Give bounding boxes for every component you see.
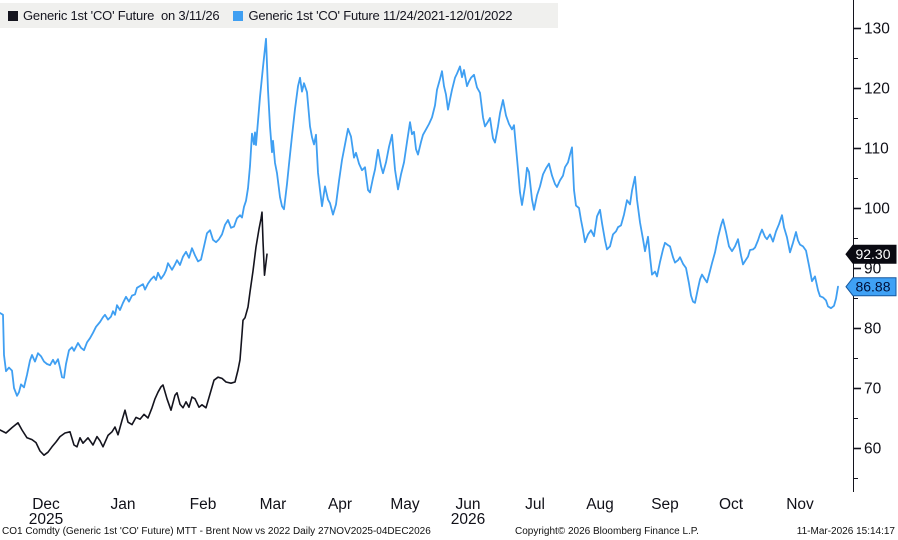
x-tick-year-label: 2026 bbox=[451, 511, 485, 528]
legend-label-current-future: Generic 1st 'CO' Future on 3/11/26 bbox=[23, 8, 220, 23]
x-tick-label: Jan bbox=[111, 496, 136, 513]
x-tick-year-label: 2025 bbox=[29, 511, 63, 528]
chart-legend: Generic 1st 'CO' Future on 3/11/26 Gener… bbox=[0, 3, 558, 28]
y-tick-label: 70 bbox=[864, 381, 882, 398]
y-tick-label: 90 bbox=[864, 261, 882, 278]
x-tick-label: Dec bbox=[32, 496, 60, 513]
chart-footer: CO1 Comdty (Generic 1st 'CO' Future) MTT… bbox=[0, 526, 898, 540]
chart-plot-area[interactable] bbox=[0, 0, 853, 492]
legend-swatch-black-icon bbox=[8, 10, 18, 21]
x-tick-label: Feb bbox=[190, 496, 217, 513]
y-tick-label: 80 bbox=[864, 321, 882, 338]
legend-swatch-blue-icon bbox=[233, 10, 244, 21]
y-tick-label: 110 bbox=[864, 141, 889, 158]
last-price-tag-current: 92.30 bbox=[845, 244, 897, 264]
legend-item-current-future[interactable]: Generic 1st 'CO' Future on 3/11/26 bbox=[8, 8, 220, 23]
x-tick-label: Oct bbox=[719, 496, 744, 513]
y-tick-label: 120 bbox=[864, 81, 890, 98]
series-line-current bbox=[0, 211, 268, 457]
y-tick-label: 60 bbox=[864, 441, 882, 458]
y-tick-label: 130 bbox=[864, 21, 890, 38]
footer-ticker-info: CO1 Comdty (Generic 1st 'CO' Future) MTT… bbox=[2, 526, 431, 537]
legend-label-2022-future: Generic 1st 'CO' Future 11/24/2021-12/01… bbox=[248, 8, 513, 23]
x-tick-label: Jul bbox=[525, 496, 545, 513]
last-price-tag-2022: 86.88 bbox=[845, 277, 897, 297]
x-tick-label: May bbox=[390, 496, 420, 513]
series-line-2022 bbox=[0, 37, 839, 397]
x-tick-label: Aug bbox=[586, 496, 614, 513]
last-price-label: 92.30 bbox=[855, 246, 890, 262]
x-tick-label: Apr bbox=[328, 496, 352, 513]
x-tick-label: Sep bbox=[651, 496, 679, 513]
footer-copyright: Copyright© 2026 Bloomberg Finance L.P. bbox=[515, 526, 699, 537]
x-tick-label: Mar bbox=[260, 496, 287, 513]
last-price-label: 86.88 bbox=[855, 279, 890, 295]
x-tick-label: Nov bbox=[786, 496, 814, 513]
footer-timestamp: 11-Mar-2026 15:14:17 bbox=[796, 526, 895, 537]
y-tick-label: 100 bbox=[864, 201, 890, 218]
legend-item-2022-future[interactable]: Generic 1st 'CO' Future 11/24/2021-12/01… bbox=[233, 8, 512, 23]
y-axis: 60 70 80 90 100 110 120 130 bbox=[853, 21, 890, 479]
x-tick-label: Jun bbox=[456, 496, 481, 513]
